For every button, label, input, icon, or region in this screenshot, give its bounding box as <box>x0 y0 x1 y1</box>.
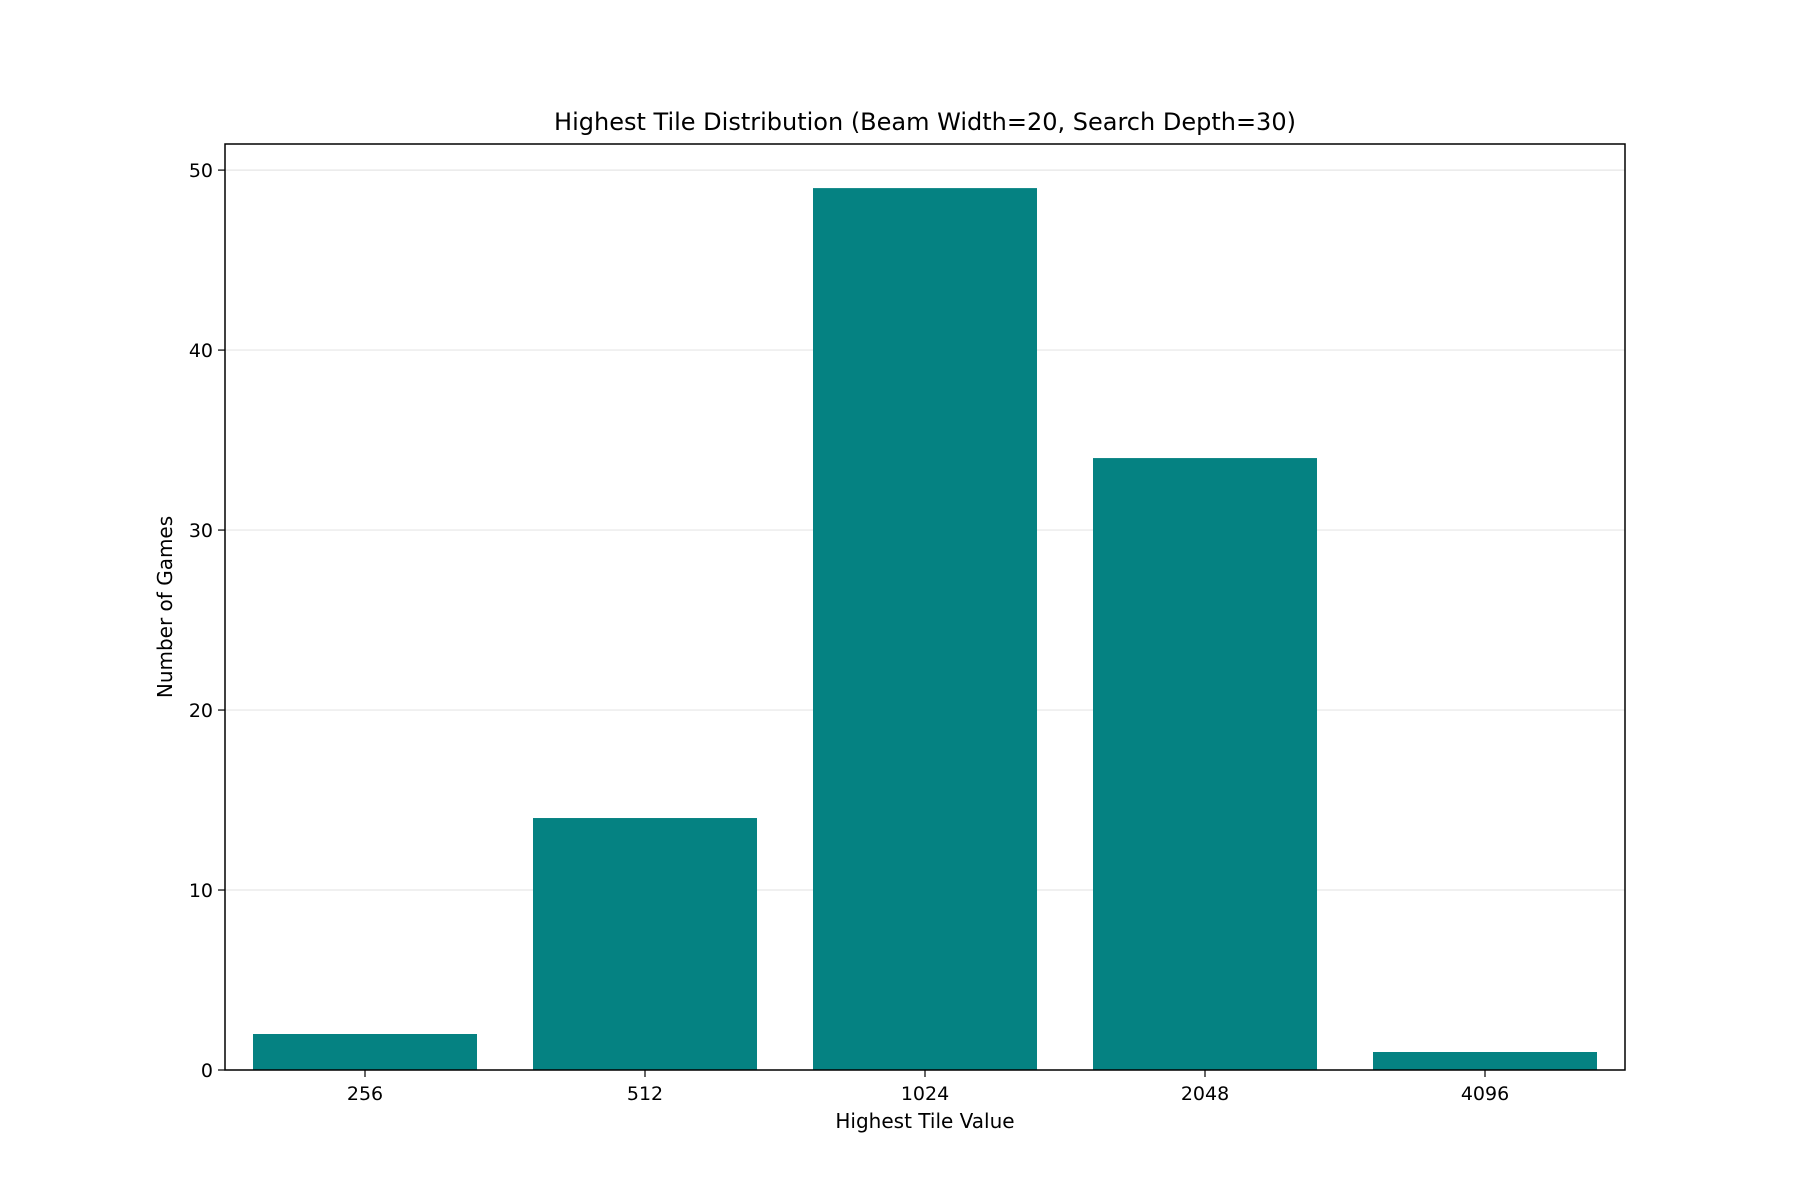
bar-256 <box>253 1034 477 1070</box>
y-tick-label: 50 <box>189 160 213 182</box>
x-tick-label-256: 256 <box>347 1083 383 1105</box>
y-tick-label: 40 <box>189 340 213 362</box>
y-tick-label: 10 <box>189 880 213 902</box>
bar-512 <box>533 818 757 1070</box>
y-axis-label: Number of Games <box>153 516 177 698</box>
x-tick-label-4096: 4096 <box>1461 1083 1509 1105</box>
x-tick-label-512: 512 <box>627 1083 663 1105</box>
bar-layer <box>253 188 1597 1071</box>
y-tick-label: 30 <box>189 520 213 542</box>
y-tick-label: 20 <box>189 700 213 722</box>
x-tick-label-1024: 1024 <box>901 1083 949 1105</box>
y-tick-layer: 0 10 20 30 40 50 <box>189 160 225 1082</box>
chart-title: Highest Tile Distribution (Beam Width=20… <box>554 108 1296 136</box>
y-tick-label: 0 <box>201 1060 213 1082</box>
x-tick-layer: 256 512 1024 2048 4096 <box>347 1070 1509 1105</box>
x-tick-label-2048: 2048 <box>1181 1083 1229 1105</box>
x-axis-label: Highest Tile Value <box>835 1109 1014 1133</box>
bar-2048 <box>1093 458 1317 1071</box>
bar-1024 <box>813 188 1037 1071</box>
bar-4096 <box>1373 1052 1597 1070</box>
